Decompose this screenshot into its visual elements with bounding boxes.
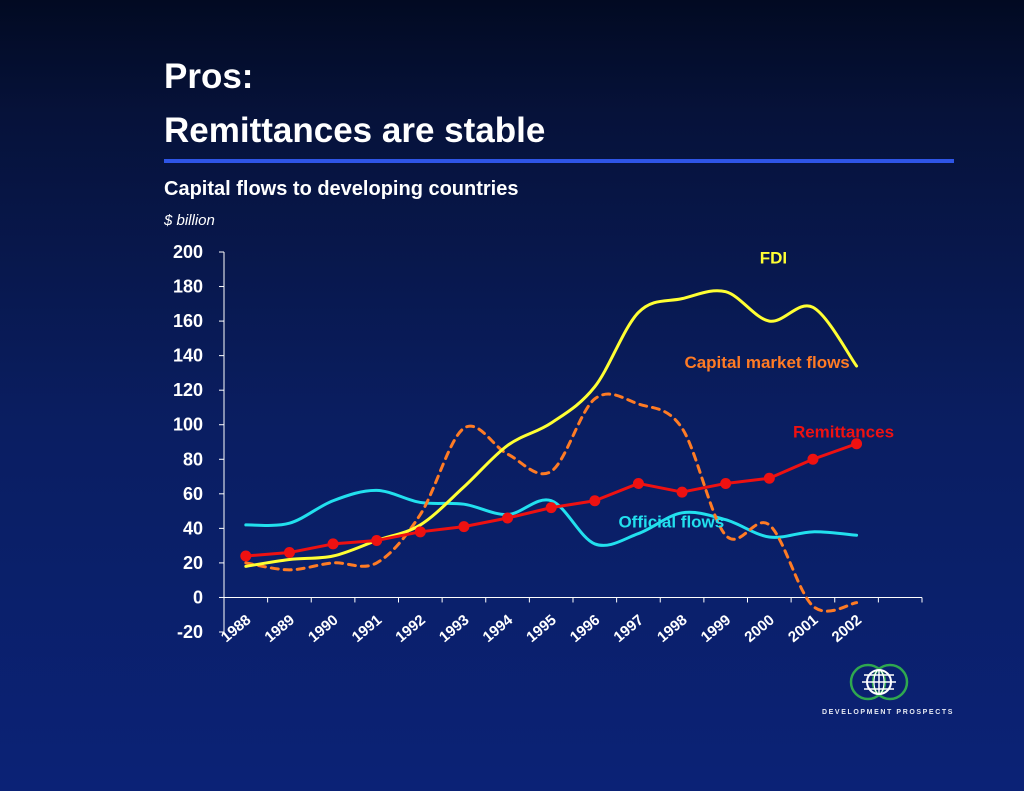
series-label-official-flows: Official flows — [618, 513, 724, 532]
data-point-remittances — [676, 486, 688, 498]
data-point-remittances — [545, 502, 557, 514]
x-tick-label: 1988 — [218, 611, 254, 645]
x-tick-label: 1999 — [698, 611, 734, 645]
y-tick-label: 200 — [173, 242, 203, 262]
x-tick-label: 2000 — [741, 611, 777, 645]
series-label-capital-market-flows: Capital market flows — [684, 353, 849, 372]
y-tick-label: 100 — [173, 415, 203, 435]
series-label-fdi: FDI — [760, 249, 787, 268]
x-tick-label: 1993 — [436, 611, 472, 645]
data-point-remittances — [851, 438, 863, 450]
x-tick-label: 1992 — [392, 611, 428, 645]
x-tick-label: 1996 — [567, 611, 603, 645]
slide-title-line1: Pros: — [164, 57, 254, 96]
logo-text: DEVELOPMENT PROSPECTS — [822, 709, 955, 716]
data-point-remittances — [327, 538, 339, 550]
series-label-remittances: Remittances — [793, 422, 894, 441]
x-tick-label: 2001 — [785, 611, 821, 645]
y-tick-label: 160 — [173, 311, 203, 331]
series-line-official-flows — [244, 488, 859, 547]
data-point-remittances — [414, 526, 426, 538]
y-axis-unit-label: $ billion — [164, 212, 215, 229]
y-tick-label: 80 — [183, 449, 203, 469]
y-tick-label: 40 — [183, 518, 203, 538]
y-tick-label: 60 — [183, 484, 203, 504]
x-tick-label: 1995 — [523, 611, 559, 645]
x-tick-label: 1998 — [654, 611, 690, 645]
data-point-remittances — [807, 453, 819, 465]
x-tick-label: 1997 — [611, 611, 647, 645]
y-tick-label: 140 — [173, 346, 203, 366]
x-tick-label: 2002 — [829, 611, 865, 645]
x-tick-label: 1991 — [349, 611, 385, 645]
data-point-remittances — [240, 550, 252, 562]
data-point-remittances — [371, 534, 383, 546]
data-point-remittances — [502, 512, 514, 524]
data-point-remittances — [763, 472, 775, 484]
series-line-capital-market-flows — [244, 392, 859, 613]
data-point-remittances — [720, 477, 732, 489]
x-tick-label: 1990 — [305, 611, 341, 645]
slide-title: Pros: Remittances are stable — [164, 50, 545, 159]
slide-title-line2: Remittances are stable — [164, 111, 546, 151]
y-tick-label: 20 — [183, 553, 203, 573]
chart-title: Capital flows to developing countries — [164, 178, 519, 200]
data-point-remittances — [632, 477, 644, 489]
globe-icon — [849, 663, 909, 701]
data-point-remittances — [283, 547, 295, 559]
data-point-remittances — [589, 495, 601, 507]
series-line-fdi — [244, 289, 859, 568]
y-tick-label: 120 — [173, 380, 203, 400]
y-tick-label: -20 — [177, 622, 203, 642]
x-tick-label: 1989 — [262, 611, 298, 645]
y-tick-label: 180 — [173, 277, 203, 297]
y-tick-label: 0 — [193, 587, 203, 607]
x-tick-label: 1994 — [480, 611, 517, 646]
title-divider — [164, 159, 954, 163]
data-point-remittances — [458, 521, 470, 533]
